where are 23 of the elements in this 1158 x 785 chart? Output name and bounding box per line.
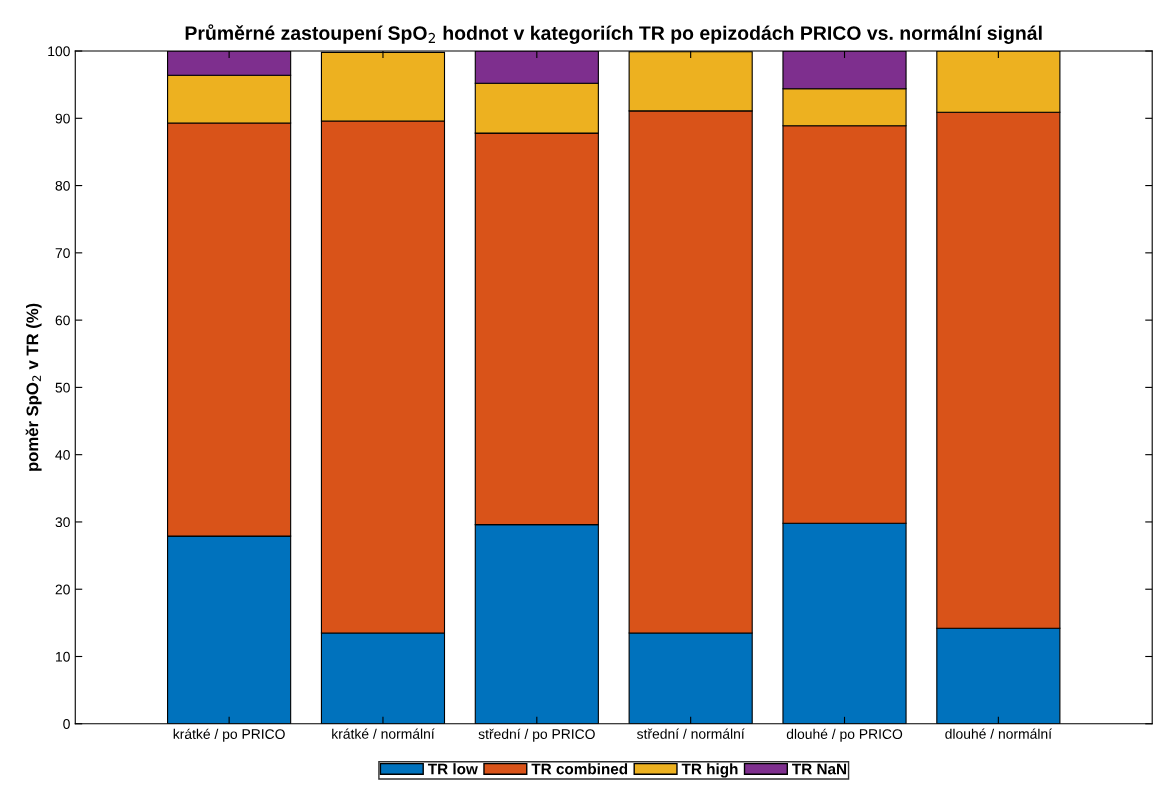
x-tick-label: střední / po PRICO (478, 728, 595, 742)
x-tick-label: střední / normální (637, 728, 745, 739)
legend-label: TR low (427, 763, 478, 775)
y-tick-label: 30 (55, 517, 70, 528)
y-tick-label: 40 (55, 450, 70, 460)
y-tick-label: 10 (56, 651, 70, 662)
legend-label: TR combined (531, 763, 628, 775)
x-tick-label: krátké / normální (332, 728, 435, 739)
y-axis-title: poměr SpO$_{2}$ v TR (%) (25, 303, 42, 471)
y-tick-label: 20 (55, 584, 70, 595)
x-tick-label: dlouhé / normální (945, 728, 1052, 739)
y-tick-label: 50 (55, 382, 70, 393)
x-tick-label: krátké / po PRICO (173, 728, 285, 742)
y-tick-label: 80 (55, 180, 70, 191)
y-tick-label: 90 (55, 113, 70, 124)
legend-label: TR NaN (792, 763, 847, 775)
y-tick-label: 0 (63, 719, 70, 729)
y-tick-label: 70 (55, 248, 70, 259)
y-tick-label: 60 (55, 315, 70, 326)
x-tick-label: dlouhé / po PRICO (786, 728, 903, 742)
y-tick-label: 100 (48, 46, 70, 57)
legend-label: TR high (681, 763, 738, 778)
chart-title: Průměrné zastoupení SpO$_{2}$ hodnot v kategoriích TR po epizodách PRICO vs. normální signál (185, 24, 1042, 44)
